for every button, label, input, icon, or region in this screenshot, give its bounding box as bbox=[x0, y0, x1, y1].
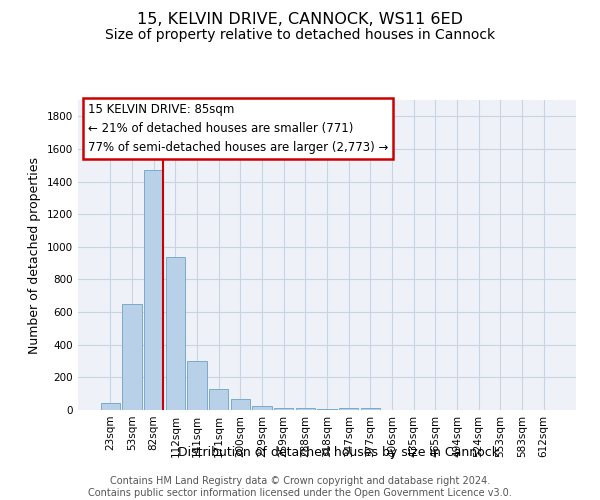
Text: Size of property relative to detached houses in Cannock: Size of property relative to detached ho… bbox=[105, 28, 495, 42]
Y-axis label: Number of detached properties: Number of detached properties bbox=[28, 156, 41, 354]
Text: Distribution of detached houses by size in Cannock: Distribution of detached houses by size … bbox=[178, 446, 499, 459]
Bar bbox=[209, 389, 229, 410]
Bar bbox=[230, 398, 250, 410]
Bar bbox=[101, 404, 120, 410]
Bar bbox=[187, 361, 207, 410]
Text: Contains HM Land Registry data © Crown copyright and database right 2024.
Contai: Contains HM Land Registry data © Crown c… bbox=[88, 476, 512, 498]
Bar bbox=[122, 304, 142, 410]
Bar bbox=[274, 408, 293, 410]
Bar bbox=[144, 170, 163, 410]
Bar bbox=[166, 256, 185, 410]
Bar bbox=[339, 408, 358, 410]
Bar bbox=[317, 408, 337, 410]
Bar bbox=[361, 408, 380, 410]
Bar bbox=[252, 406, 272, 410]
Bar bbox=[296, 408, 315, 410]
Text: 15, KELVIN DRIVE, CANNOCK, WS11 6ED: 15, KELVIN DRIVE, CANNOCK, WS11 6ED bbox=[137, 12, 463, 28]
Text: 15 KELVIN DRIVE: 85sqm
← 21% of detached houses are smaller (771)
77% of semi-de: 15 KELVIN DRIVE: 85sqm ← 21% of detached… bbox=[88, 103, 388, 154]
